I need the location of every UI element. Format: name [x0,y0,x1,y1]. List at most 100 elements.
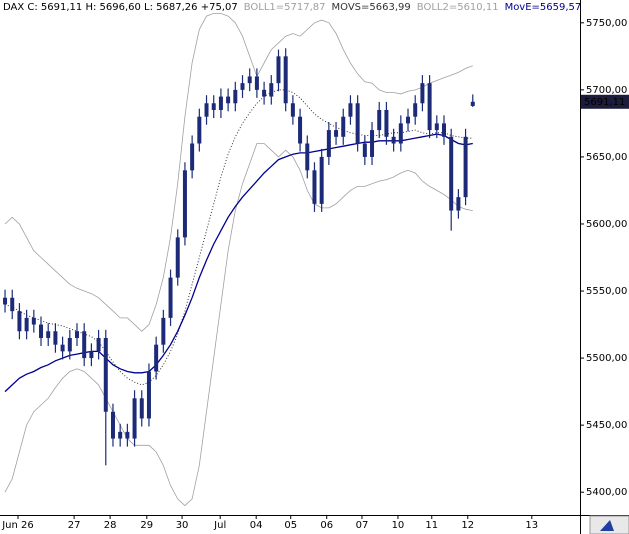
candle-body [470,101,475,106]
x-tick-label: 30 [176,520,189,531]
price-tag-label: 5691,11 [584,97,625,108]
candle-body [211,103,216,110]
indicator-line [4,12,473,332]
indicator-label: MOVS=5663,99 [332,2,411,13]
header: DAX C: 5691,11 H: 5696,60 L: 5687,26 +75… [3,2,581,13]
y-tick-label: 5450,00 [586,420,627,431]
y-tick-label: 5650,00 [586,152,627,163]
candle-body [269,83,274,97]
candle-body [370,130,375,157]
candle-body [341,116,346,137]
candle-body [398,123,403,144]
candle-body [3,297,8,305]
candle-body [434,123,439,131]
x-tick-label: 27 [68,520,81,531]
candle-body [204,103,209,117]
candle-body [456,197,461,211]
candle-body [298,116,303,144]
candle-body [391,136,396,144]
candle-body [240,83,245,90]
candle-body [175,237,180,278]
nav-button[interactable] [589,515,629,534]
x-tick-label: 11 [425,520,438,531]
candle-body [326,130,331,157]
x-tick-label: 29 [140,520,153,531]
indicator-line [4,143,473,507]
candle-body [276,56,281,84]
candle-body [362,143,367,157]
x-tick-label: 12 [461,520,474,531]
chart-title: DAX C: 5691,11 H: 5696,60 L: 5687,26 +75… [3,2,238,13]
candle-body [139,398,144,419]
candle-body [39,324,44,338]
candle-body [46,331,51,338]
candle-body [413,103,418,117]
candle-body [60,344,65,352]
x-tick-label: 10 [392,520,405,531]
candle-body [449,136,454,211]
candle-body [67,337,72,352]
candle-body [118,431,123,439]
indicator-line [4,89,473,386]
candle-body [197,116,202,144]
y-tick-label: 5500,00 [586,353,627,364]
candle-body [161,317,166,345]
candle-body [233,89,238,104]
x-tick-label: 07 [356,520,369,531]
candle-body [103,337,108,412]
y-tick-label: 5600,00 [586,219,627,230]
candle-body [290,103,295,117]
y-tick-label: 5400,00 [586,487,627,498]
candle-body [254,76,259,90]
candle-body [17,311,22,332]
candle-body [312,170,317,204]
indicator-label: MovE=5659,57 [505,2,582,13]
candle-body [190,143,195,171]
indicator-label: BOLL1=5717,87 [244,2,326,13]
candle-body [334,130,339,137]
candle-body [146,371,151,419]
candle-body [154,344,159,372]
indicator-label: BOLL2=5610,11 [417,2,499,13]
price-tag [581,94,629,109]
x-tick-label: Jul [213,520,226,531]
candle-body [441,123,446,137]
y-tick-label: 5550,00 [586,286,627,297]
x-tick-label: Jun 26 [1,520,34,531]
candle-body [132,398,137,439]
x-tick-label: 28 [104,520,117,531]
x-tick-label: 06 [320,520,333,531]
candle-body [168,277,173,318]
candle-body [89,351,94,359]
candle-body [420,83,425,104]
candle-body [377,109,382,131]
candle-body [31,317,36,325]
candle-body [96,337,101,352]
y-tick-label: 5750,00 [586,18,627,29]
x-tick-label: 05 [284,520,297,531]
candle-body [427,83,432,131]
y-tick-label: 5700,00 [586,85,627,96]
candle-body [463,136,468,198]
candle-body [125,431,130,439]
candle-body [355,103,360,144]
candle-body [319,156,324,204]
candle-body [24,317,29,332]
x-tick-label: 13 [525,520,538,531]
candle-body [82,331,87,359]
candle-body [348,103,353,117]
candle-body [262,89,267,97]
x-tick-label: 04 [250,520,263,531]
candle-body [283,56,288,104]
candle-body [305,143,310,171]
button-icon [600,520,614,531]
candle-body [110,411,115,439]
candle-body [182,170,187,238]
candle-body [74,331,79,338]
candle-body [10,297,15,312]
candle-body [53,331,58,345]
candle-body [384,109,389,137]
candle-body [218,96,223,110]
